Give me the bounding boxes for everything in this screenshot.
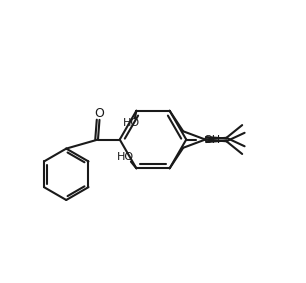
Text: O: O xyxy=(94,107,104,120)
Text: HO: HO xyxy=(117,152,134,162)
Text: HO: HO xyxy=(123,118,140,128)
Text: OH: OH xyxy=(203,134,220,145)
